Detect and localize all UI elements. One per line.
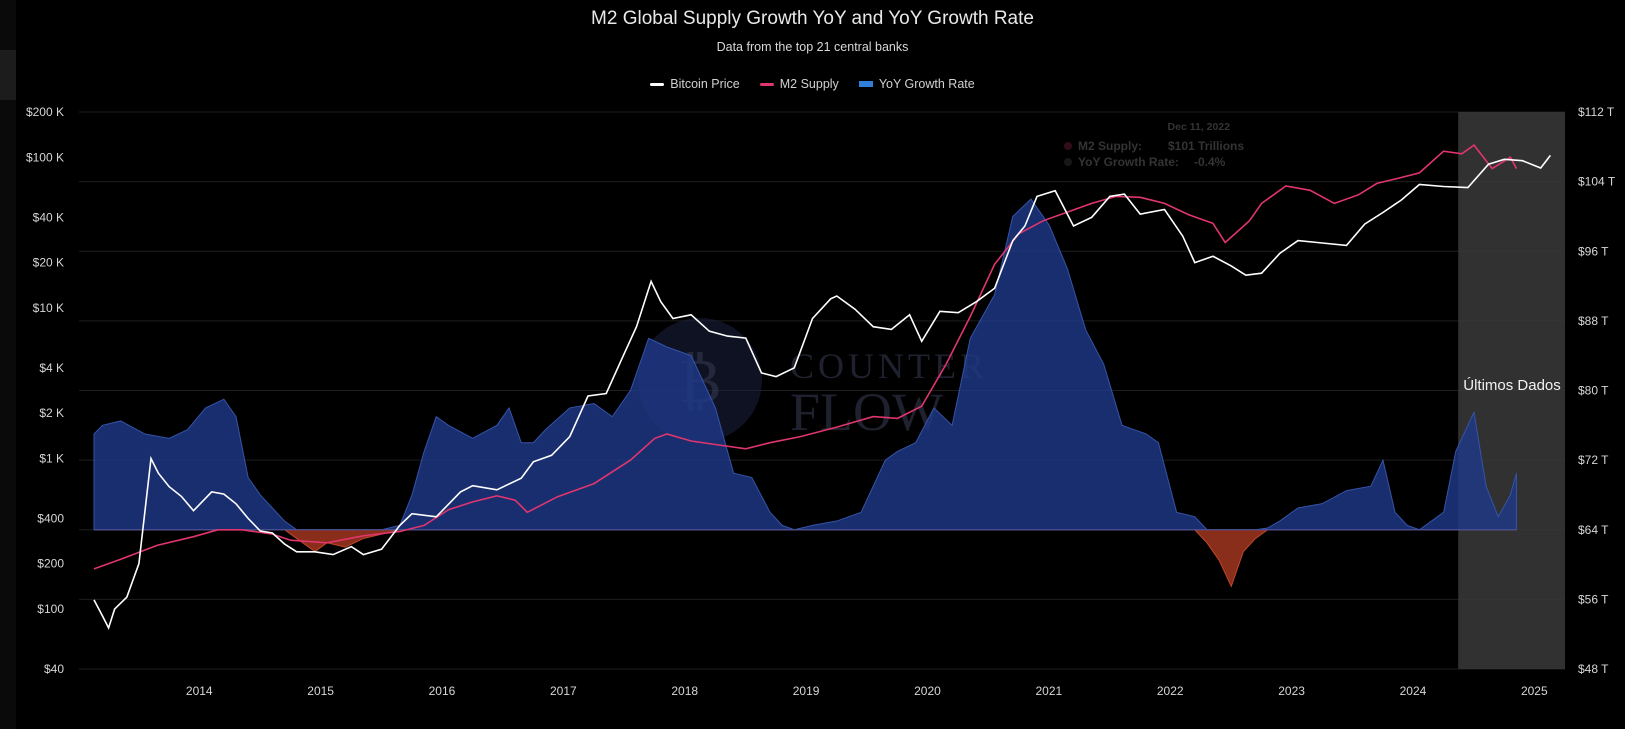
legend-swatch-m2 [759, 82, 774, 86]
x-axis-tick-label: 2016 [429, 684, 456, 698]
legend-item-bitcoin[interactable]: Bitcoin Price [650, 77, 740, 91]
left-axis-tick-label: $200 K [26, 105, 64, 119]
left-axis-tick-label: $4 K [39, 361, 64, 375]
right-axis-tick-label: $112 T [1578, 105, 1615, 119]
left-axis-tick-label: $100 [37, 602, 64, 616]
x-axis-tick-label: 2014 [186, 684, 213, 698]
x-axis-tick-label: 2018 [671, 684, 698, 698]
left-axis-tick-label: $100 K [26, 150, 64, 164]
tooltip-date: Dec 11, 2022 [1168, 121, 1231, 133]
tooltip: Dec 11, 2022 M2 Supply: $101 Trillions Y… [1064, 121, 1244, 169]
tooltip-m2-label: M2 Supply: [1078, 139, 1142, 153]
legend-item-yoy[interactable]: YoY Growth Rate [858, 77, 975, 91]
latest-data-highlight [1458, 112, 1565, 669]
tooltip-yoy-value: -0.4% [1194, 155, 1226, 169]
chart-subtitle: Data from the top 21 central banks [716, 40, 909, 54]
yoy-area [93, 198, 1517, 588]
right-axis-tick-label: $104 T [1578, 175, 1616, 189]
legend-label-bitcoin: Bitcoin Price [670, 77, 740, 91]
left-axis-tick-label: $40 [44, 662, 64, 676]
legend-label-m2: M2 Supply [779, 77, 839, 91]
grid-lines [79, 111, 1565, 670]
tooltip-yoy-dot [1064, 158, 1072, 166]
axes: $40 $100 $200 $400 $1 K $2 K $4 K $10 K $20 K $40… [26, 105, 1616, 698]
price-lines [93, 144, 1552, 630]
m2-supply-line [93, 144, 1518, 570]
legend-swatch-bitcoin [650, 82, 665, 86]
legend-swatch-yoy [858, 81, 873, 87]
right-axis-tick-label: $96 T [1578, 244, 1609, 258]
legend-label-yoy: YoY Growth Rate [878, 77, 975, 91]
left-axis-tick-label: $10 K [33, 301, 64, 315]
right-axis-tick-label: $48 T [1578, 662, 1609, 676]
right-axis-tick-label: $80 T [1578, 384, 1609, 398]
left-axis-tick-label: $40 K [33, 210, 64, 224]
bitcoin-price-line [93, 154, 1552, 630]
x-axis-tick-label: 2020 [914, 684, 941, 698]
latest-data-label: Últimos Dados [1463, 377, 1561, 394]
legend-item-m2[interactable]: M2 Supply [759, 77, 839, 91]
watermark-line1: COUNTER [790, 346, 988, 386]
left-axis-tick-label: $200 [37, 557, 64, 571]
right-axis-tick-label: $64 T [1578, 523, 1609, 537]
x-axis-tick-label: 2015 [307, 684, 334, 698]
tooltip-m2-value: $101 Trillions [1168, 139, 1244, 153]
x-axis-tick-label: 2017 [550, 684, 577, 698]
side-tab[interactable] [0, 50, 16, 100]
x-axis-tick-label: 2022 [1157, 684, 1184, 698]
right-axis-tick-label: $72 T [1578, 453, 1609, 467]
right-axis-tick-label: $88 T [1578, 314, 1609, 328]
legend: Bitcoin Price M2 Supply YoY Growth Rate [0, 77, 1625, 91]
x-axis-tick-label: 2023 [1278, 684, 1305, 698]
left-axis-tick-label: $1 K [39, 451, 64, 465]
left-axis-tick-label: $400 [37, 511, 64, 525]
tooltip-m2-dot [1064, 142, 1072, 150]
left-rail [0, 0, 16, 729]
yoy-area-negative [94, 529, 1517, 588]
x-axis-tick-label: 2024 [1400, 684, 1427, 698]
x-axis-tick-label: 2021 [1035, 684, 1062, 698]
x-axis-tick-label: 2019 [793, 684, 820, 698]
chart-title: M2 Global Supply Growth YoY and YoY Grow… [591, 8, 1034, 29]
x-axis-tick-label: 2025 [1521, 684, 1548, 698]
left-axis-tick-label: $20 K [33, 256, 64, 270]
left-axis-tick-label: $2 K [39, 406, 64, 420]
tooltip-yoy-label: YoY Growth Rate: [1078, 155, 1179, 169]
right-axis-tick-label: $56 T [1578, 592, 1609, 606]
